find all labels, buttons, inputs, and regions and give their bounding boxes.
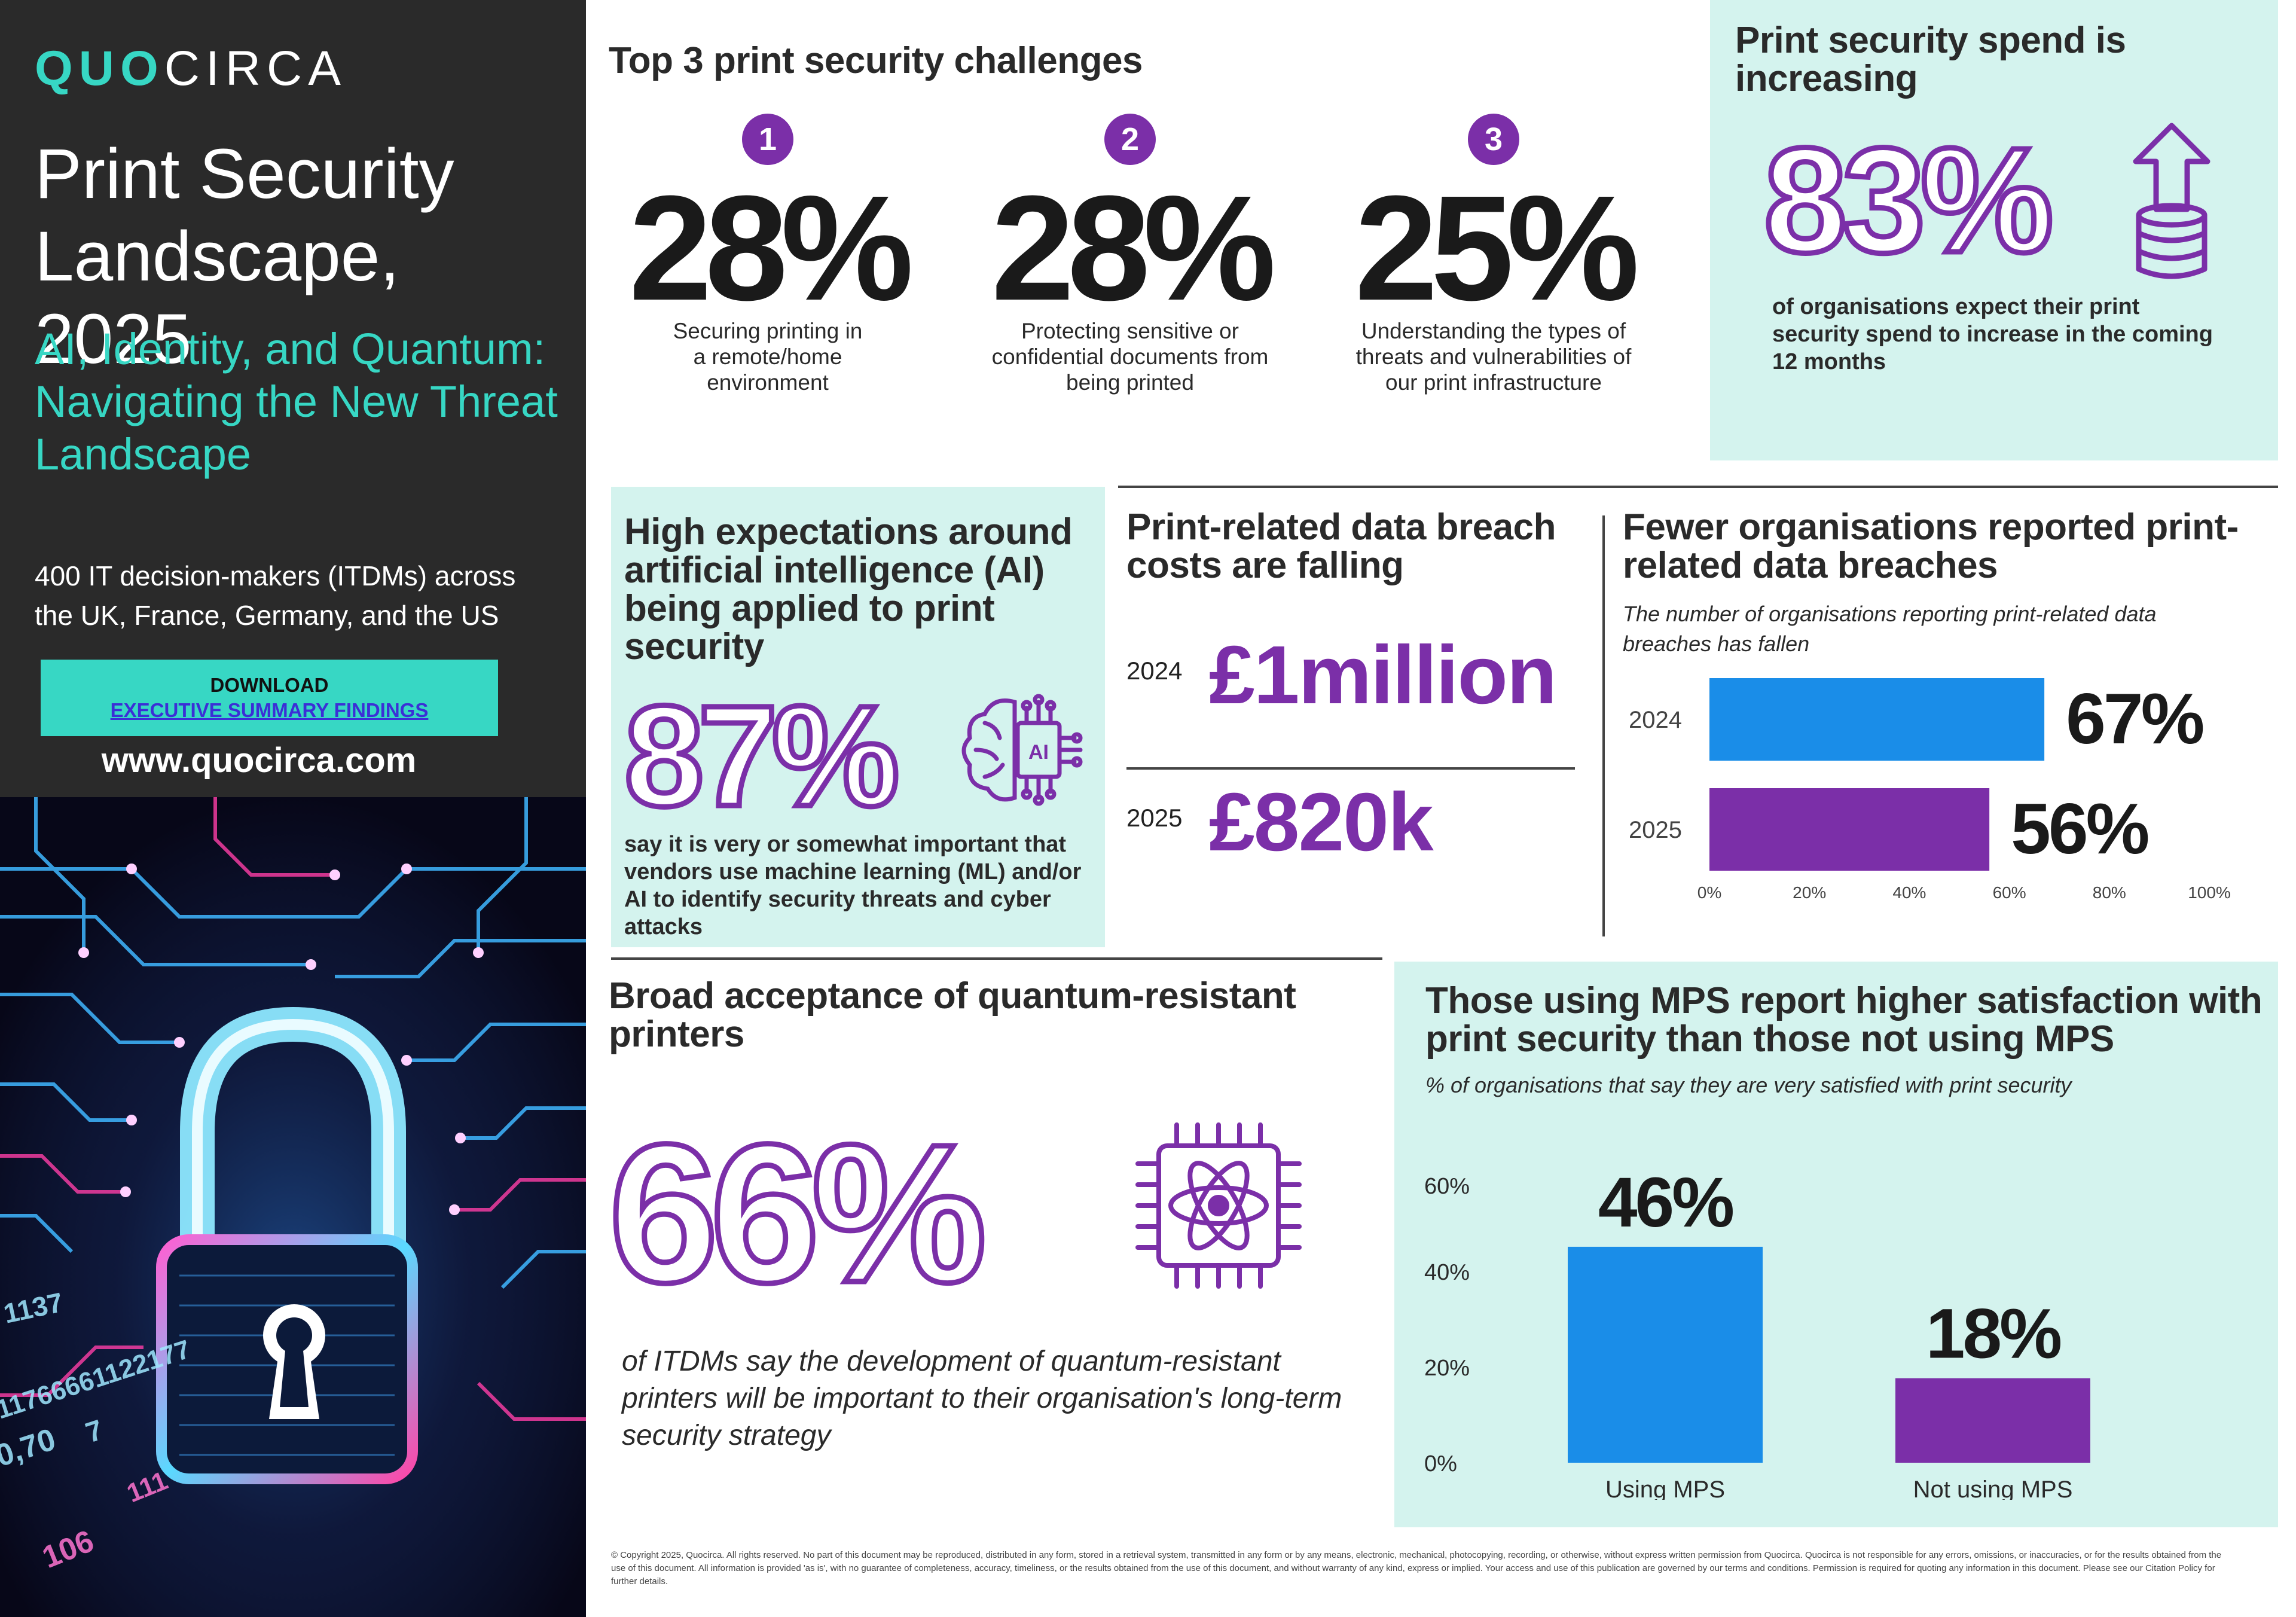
divider-vertical	[1602, 515, 1605, 936]
challenge-3: 3 25% Understanding the types of threats…	[1326, 114, 1661, 395]
ai-icon-label: AI	[1028, 741, 1049, 764]
mps-title: Those using MPS report higher satisfacti…	[1425, 980, 2263, 1060]
divider-quantum	[611, 957, 1382, 960]
challenge-value: 28%	[628, 164, 914, 331]
challenge-desc: Understanding the types of threats and v…	[1355, 319, 1632, 395]
bar-category-label: Not using MPS	[1913, 1476, 2073, 1500]
cost-value: £1million	[1209, 629, 1557, 721]
spend-value: 83%	[1761, 117, 2056, 283]
y-tick-label: 40%	[1424, 1260, 1470, 1285]
fewer-title: Fewer organisations reported print-relat…	[1623, 507, 2239, 586]
report-title: Print Security Landscape, 2025	[35, 135, 454, 379]
left-panel: QUOCIRCA Print Security Landscape, 2025 …	[0, 0, 586, 1617]
ai-panel: High expectations around artificial inte…	[611, 487, 1105, 947]
fewer-breaches-panel: Fewer organisations reported print-relat…	[1623, 508, 2268, 659]
bar	[1568, 1246, 1763, 1463]
bar-value-label: 67%	[2066, 679, 2203, 759]
report-subtitle: AI, Identity, and Quantum: Navigating th…	[35, 324, 558, 479]
cost-year: 2025	[1126, 804, 1183, 832]
challenge-desc: Protecting sensitive or confidential doc…	[991, 319, 1269, 395]
challenge-value: 28%	[991, 164, 1276, 331]
spend-text: of organisations expect their print secu…	[1772, 294, 2213, 374]
spend-panel: Print security spend is increasing 83% o…	[1710, 0, 2278, 460]
fewer-note: The number of organisations reporting pr…	[1623, 602, 2157, 656]
mps-bar-chart: 0% 20% 40% 60% 46% Using MPS 18% Not using MPS	[1424, 1163, 2090, 1500]
bar-category-label: 2024	[1629, 707, 1682, 733]
cost-title: Print-related data breach costs are fall…	[1126, 507, 1556, 586]
rank-badge: 1	[742, 114, 793, 165]
bar	[1895, 1378, 2090, 1463]
rank-badge: 3	[1468, 114, 1519, 165]
ai-brain-chip-icon: AI	[958, 690, 1083, 813]
report-audience: 400 IT decision-makers (ITDMs) across th…	[35, 560, 516, 631]
bar	[1709, 788, 1990, 871]
y-tick-label: 0%	[1424, 1451, 1457, 1476]
breach-cost-panel: Print-related data breach costs are fall…	[1126, 507, 1599, 869]
breaches-bar-chart: 2024 67% 2025 56% 0% 20% 40% 60% 80% 100%	[1629, 678, 2231, 902]
website-link[interactable]: www.quocirca.com	[101, 741, 417, 780]
ai-text: say it is very or somewhat important tha…	[624, 832, 1082, 939]
download-label: DOWNLOAD	[210, 674, 329, 696]
ai-value: 87%	[621, 676, 902, 836]
cost-value: £820k	[1209, 776, 1434, 868]
x-tick-label: 20%	[1793, 883, 1826, 902]
bar-category-label: 2025	[1629, 817, 1682, 843]
bar	[1709, 678, 2045, 761]
divider-cost	[1126, 767, 1575, 770]
quantum-title: Broad acceptance of quantum-resistant pr…	[609, 975, 1296, 1055]
x-tick-label: 100%	[2188, 883, 2231, 902]
challenge-desc: Securing printing in a remote/home envir…	[673, 319, 863, 395]
download-button[interactable]: DOWNLOAD EXECUTIVE SUMMARY FINDINGS	[41, 660, 498, 736]
copyright-text: © Copyright 2025, Quocirca. All rights r…	[611, 1550, 2222, 1587]
ai-title: High expectations around artificial inte…	[624, 511, 1073, 667]
quantum-panel: Broad acceptance of quantum-resistant pr…	[606, 975, 1368, 1452]
top3-title: Top 3 print security challenges	[609, 40, 1143, 81]
y-tick-label: 60%	[1424, 1174, 1470, 1199]
y-tick-label: 20%	[1424, 1356, 1470, 1381]
challenge-2: 2 28% Protecting sensitive or confidenti…	[963, 114, 1297, 395]
bar-value-label: 46%	[1598, 1163, 1733, 1242]
spend-title: Print security spend is increasing	[1735, 20, 2126, 99]
quantum-value: 66%	[606, 1103, 990, 1323]
bar-value-label: 18%	[1926, 1295, 2060, 1374]
logo-part-quo: QUO	[35, 41, 164, 96]
challenge-value: 25%	[1354, 164, 1639, 331]
bar-value-label: 56%	[2011, 789, 2148, 869]
rank-badge: 2	[1104, 114, 1156, 165]
mps-panel: Those using MPS report higher satisfacti…	[1394, 962, 2278, 1527]
logo-part-circa: CIRCA	[164, 41, 347, 96]
divider-top	[1118, 486, 2278, 488]
mps-note: % of organisations that say they are ver…	[1425, 1073, 2072, 1097]
cost-year: 2024	[1126, 657, 1183, 685]
executive-summary-link[interactable]: EXECUTIVE SUMMARY FINDINGS	[110, 699, 429, 721]
atom-chip-icon	[1135, 1122, 1302, 1292]
padlock-circuit-image: 1137 11766661122177 0,70 7 111 106	[0, 797, 586, 1617]
quocirca-logo[interactable]: QUOCIRCA	[35, 41, 347, 97]
challenge-1: 1 28% Securing printing in a remote/home…	[600, 114, 935, 395]
x-tick-label: 60%	[1993, 883, 2026, 902]
bar-category-label: Using MPS	[1605, 1476, 1725, 1500]
x-tick-label: 80%	[2093, 883, 2126, 902]
quantum-text: of ITDMs say the development of quantum-…	[622, 1346, 1342, 1451]
padlock-circuit-graphic: 1137 11766661122177 0,70 7 111 106	[0, 797, 586, 1617]
x-tick-label: 40%	[1892, 883, 1926, 902]
x-tick-label: 0%	[1697, 883, 1721, 902]
coin-stack-up-arrow-icon	[2124, 120, 2219, 290]
